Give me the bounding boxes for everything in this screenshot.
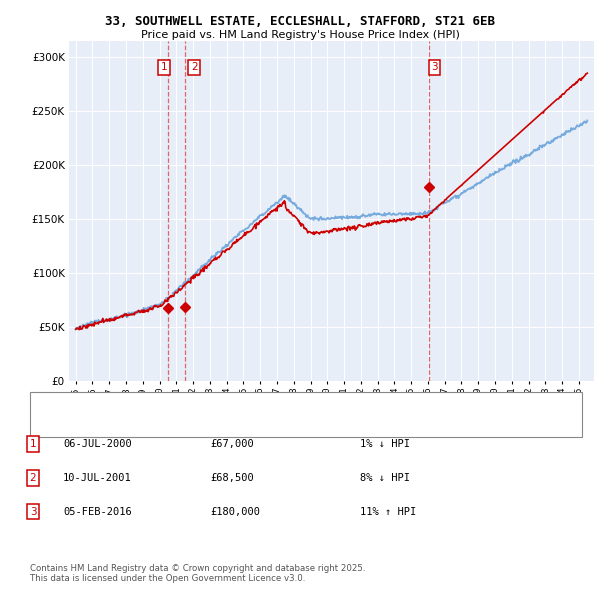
Text: £67,000: £67,000 xyxy=(210,440,254,449)
Text: 1: 1 xyxy=(161,62,167,72)
Text: 10-JUL-2001: 10-JUL-2001 xyxy=(63,473,132,483)
Text: 33, SOUTHWELL ESTATE, ECCLESHALL, STAFFORD, ST21 6EB (semi-detached house): 33, SOUTHWELL ESTATE, ECCLESHALL, STAFFO… xyxy=(78,398,491,408)
Text: Contains HM Land Registry data © Crown copyright and database right 2025.
This d: Contains HM Land Registry data © Crown c… xyxy=(30,563,365,583)
Text: 1: 1 xyxy=(29,440,37,449)
Text: HPI: Average price, semi-detached house, Stafford: HPI: Average price, semi-detached house,… xyxy=(78,417,325,427)
Text: 05-FEB-2016: 05-FEB-2016 xyxy=(63,507,132,516)
Text: 2: 2 xyxy=(191,62,197,72)
Text: 3: 3 xyxy=(29,507,37,516)
Text: £180,000: £180,000 xyxy=(210,507,260,516)
Text: 2: 2 xyxy=(29,473,37,483)
Text: 11% ↑ HPI: 11% ↑ HPI xyxy=(360,507,416,516)
Text: 06-JUL-2000: 06-JUL-2000 xyxy=(63,440,132,449)
Text: 33, SOUTHWELL ESTATE, ECCLESHALL, STAFFORD, ST21 6EB: 33, SOUTHWELL ESTATE, ECCLESHALL, STAFFO… xyxy=(105,15,495,28)
Text: Price paid vs. HM Land Registry's House Price Index (HPI): Price paid vs. HM Land Registry's House … xyxy=(140,30,460,40)
Text: 3: 3 xyxy=(431,62,438,72)
Text: 1% ↓ HPI: 1% ↓ HPI xyxy=(360,440,410,449)
Text: 8% ↓ HPI: 8% ↓ HPI xyxy=(360,473,410,483)
Text: £68,500: £68,500 xyxy=(210,473,254,483)
